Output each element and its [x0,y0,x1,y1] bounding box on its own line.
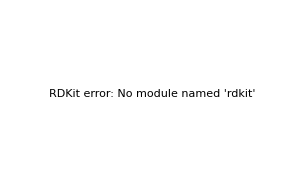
Text: RDKit error: No module named 'rdkit': RDKit error: No module named 'rdkit' [49,89,256,99]
